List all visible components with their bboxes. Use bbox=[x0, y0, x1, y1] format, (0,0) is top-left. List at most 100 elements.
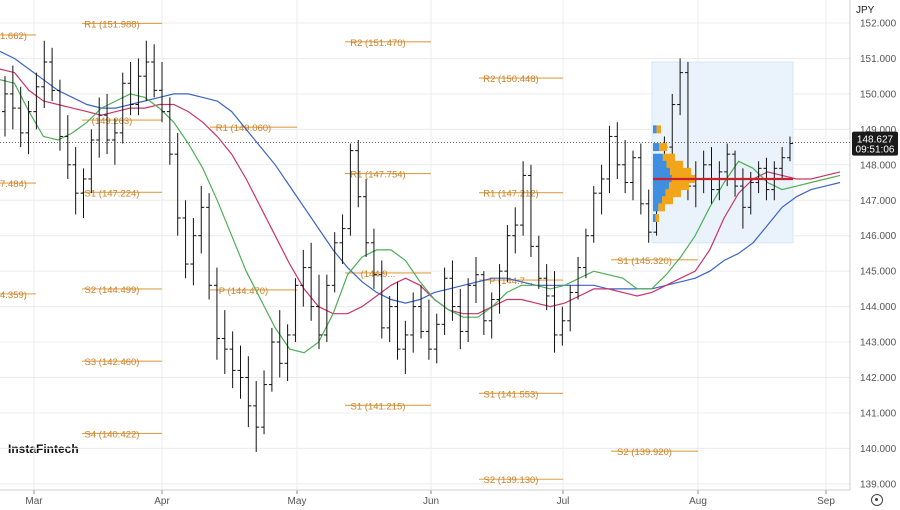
pivot-level-label: P (144.7... bbox=[489, 276, 533, 287]
pivot-level-label: 1.662) bbox=[0, 31, 27, 42]
ohlc-bar bbox=[339, 214, 346, 265]
pivot-level-label: S4 (140.422) bbox=[85, 429, 140, 440]
ohlc-bar bbox=[198, 186, 205, 254]
symbol-label[interactable]: JPY bbox=[856, 5, 875, 16]
pivot-level-label: R1 (147.212) bbox=[483, 189, 538, 200]
x-tick-label: May bbox=[288, 496, 307, 507]
volume-profile-bar-buy bbox=[653, 167, 671, 176]
ohlc-bar bbox=[253, 381, 260, 452]
pivot-level-label: S1 (147.224) bbox=[85, 188, 140, 199]
ohlc-bar bbox=[669, 93, 676, 158]
x-tick-label: Jul bbox=[557, 496, 570, 507]
ohlc-bar bbox=[355, 139, 362, 208]
ohlc-bar bbox=[473, 256, 479, 304]
ohlc-bar bbox=[119, 72, 126, 144]
pivot-level-label: R2 (150.448) bbox=[483, 74, 538, 85]
ohlc-bar bbox=[268, 327, 275, 392]
y-tick-label: 151.000 bbox=[860, 54, 897, 65]
ohlc-bar bbox=[732, 150, 739, 197]
ohlc-bar bbox=[606, 125, 613, 194]
volume-profile-bar-sell bbox=[655, 213, 659, 222]
ohlc-bar bbox=[787, 136, 793, 162]
ohlc-bar bbox=[213, 267, 220, 360]
pivot-level-label: P (144.470) bbox=[219, 286, 268, 297]
ohlc-bar bbox=[174, 132, 181, 236]
volume-profile-bar-buy bbox=[653, 213, 656, 222]
ohlc-bar bbox=[543, 264, 550, 311]
ohlc-bar bbox=[614, 122, 621, 179]
ohlc-bar bbox=[151, 44, 158, 98]
volume-profile-bar-buy bbox=[653, 125, 657, 134]
ohlc-bar bbox=[598, 164, 605, 215]
y-tick-label: 142.000 bbox=[860, 373, 897, 384]
ohlc-bar bbox=[708, 147, 715, 204]
volume-profile-bar-sell bbox=[666, 160, 683, 169]
volume-profile-bar-sell bbox=[658, 203, 665, 212]
moving-average-red bbox=[0, 68, 841, 315]
ohlc-bar bbox=[245, 356, 252, 428]
ohlc-bar bbox=[276, 310, 283, 378]
ohlc-bar bbox=[261, 370, 268, 435]
ohlc-bar bbox=[17, 86, 24, 148]
countdown-value: 09:51:06 bbox=[856, 145, 895, 156]
ohlc-bar bbox=[582, 228, 589, 279]
ohlc-bar bbox=[394, 281, 401, 360]
ohlc-bar bbox=[284, 324, 291, 382]
last-price-box bbox=[852, 131, 898, 156]
x-tick-label: Apr bbox=[154, 496, 170, 507]
pivot-level-label: S2 (139.920) bbox=[617, 447, 672, 458]
ohlc-bar bbox=[779, 147, 786, 179]
ohlc-bar bbox=[716, 161, 723, 201]
ohlc-bar bbox=[316, 274, 322, 350]
ohlc-bar bbox=[520, 161, 527, 236]
ohlc-bar bbox=[25, 100, 32, 155]
ohlc-bar bbox=[551, 271, 558, 353]
pivot-level-label: (144.9... bbox=[361, 269, 396, 280]
ohlc-bar bbox=[80, 168, 87, 218]
ohlc-bar bbox=[378, 260, 385, 339]
ohlc-bar bbox=[410, 292, 417, 353]
ohlc-bar bbox=[433, 313, 440, 364]
ohlc-bar bbox=[575, 256, 582, 300]
ohlc-bar bbox=[221, 310, 228, 374]
ohlc-bar bbox=[237, 345, 244, 399]
volume-profile-bar-sell bbox=[662, 153, 675, 162]
last-price-value: 148.627 bbox=[857, 135, 894, 146]
ohlc-bar bbox=[331, 232, 338, 293]
ohlc-bar bbox=[49, 47, 56, 101]
ohlc-bar bbox=[512, 207, 519, 254]
pivot-level-label: S2 (144.499) bbox=[85, 285, 140, 296]
volume-profile-bar-buy bbox=[653, 189, 666, 198]
pivot-level-label: R1 (147.754) bbox=[350, 170, 405, 181]
volume-profile-bar-buy bbox=[653, 143, 660, 152]
x-tick-label: Sep bbox=[817, 496, 835, 507]
ohlc-bar bbox=[72, 147, 79, 215]
pivot-level-label: R1 (149.060) bbox=[216, 123, 271, 134]
y-tick-label: 146.000 bbox=[860, 231, 897, 242]
y-tick-label: 139.000 bbox=[860, 479, 897, 490]
ohlc-bar bbox=[449, 260, 456, 321]
pivot-level-label: S1 (145.320) bbox=[617, 256, 672, 267]
ohlc-bar bbox=[88, 129, 95, 194]
pivot-level-label: S3 (142.460) bbox=[85, 357, 140, 368]
moving-average-green bbox=[0, 79, 841, 354]
ohlc-bar bbox=[418, 285, 425, 339]
pivot-level-label: S2 (139.130) bbox=[484, 475, 539, 486]
ohlc-bar bbox=[496, 264, 503, 314]
pivot-level-label: 7.484) bbox=[0, 179, 27, 190]
ohlc-bar bbox=[363, 178, 370, 257]
ohlc-bar bbox=[527, 164, 534, 257]
ohlc-bar bbox=[41, 40, 48, 109]
volume-profile-bar-buy bbox=[653, 153, 663, 162]
pivot-level-label: S1 (141.553) bbox=[484, 389, 539, 400]
ohlc-bar bbox=[2, 76, 8, 137]
pivot-level-label: R1 (151.988) bbox=[84, 19, 139, 30]
ohlc-bar bbox=[630, 150, 636, 201]
brand-logo: InstaFintech bbox=[8, 442, 79, 456]
settings-icon[interactable] bbox=[871, 494, 883, 506]
volume-profile-bar-sell bbox=[656, 125, 661, 134]
volume-profile-bar-buy bbox=[653, 203, 659, 212]
ohlc-bar bbox=[127, 61, 134, 116]
ohlc-bar bbox=[441, 267, 448, 335]
